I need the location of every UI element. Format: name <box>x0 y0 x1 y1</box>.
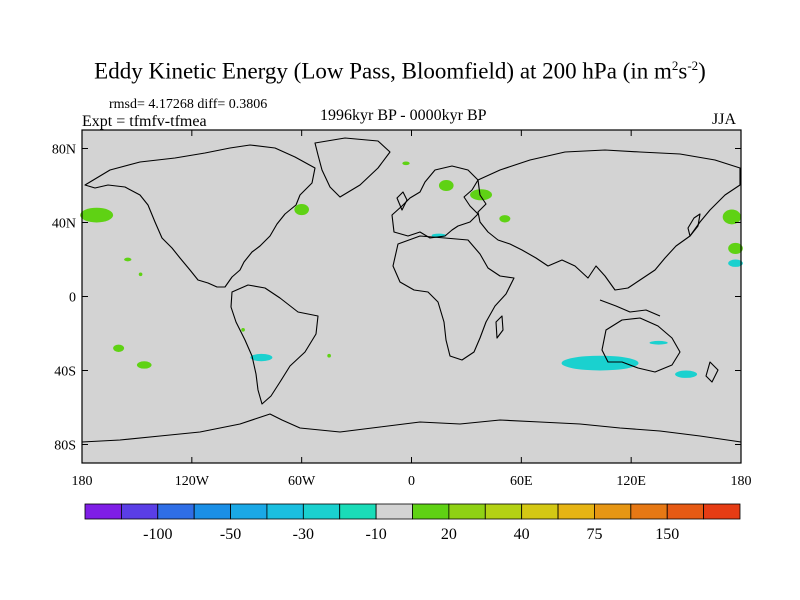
colorbar-swatch-14 <box>594 503 632 520</box>
anomaly-s-pacific-green-2 <box>136 361 152 369</box>
lat-label-40N: 40N <box>52 217 76 232</box>
colorbar-label-40: 40 <box>514 526 530 543</box>
colorbar-swatch-12 <box>521 503 559 520</box>
colorbar-swatch-8 <box>375 503 413 520</box>
anomaly-tasman-cyan <box>675 370 698 378</box>
anomaly-pacific-small-green <box>124 257 132 262</box>
lon-label-60E: 60E <box>510 474 533 489</box>
coastline-africa <box>392 235 515 361</box>
anomaly-n-america-green <box>294 204 309 216</box>
axis-tick-labels: 80N 40N 0 40S 80S 180 120W 60W 0 60E 120E 180 <box>52 143 752 490</box>
anomaly-central-asia-green <box>499 215 511 223</box>
stats-label: rmsd= 4.17268 diff= 0.3806 <box>109 97 268 112</box>
anomaly-n-pacific-east-green <box>722 209 741 225</box>
lat-label-40S: 40S <box>54 365 76 380</box>
lon-label-180: 180 <box>731 474 752 489</box>
lon-label-180: 180 <box>72 474 93 489</box>
lat-label-80S: 80S <box>54 439 76 454</box>
anomaly-n-pacific-west-green <box>80 207 114 223</box>
coastline-north-america <box>84 144 316 288</box>
colorbar-swatch-0 <box>84 503 122 520</box>
colorbar-swatch-5 <box>266 503 304 520</box>
coastline-south-america <box>230 284 319 405</box>
colorbar-labels: -100 -50 -30 -10 20 40 75 150 <box>143 526 679 543</box>
anomaly-australia-cyan-east <box>649 340 668 345</box>
anomaly-s-atlantic-green-small <box>327 353 331 358</box>
colorbar-swatch-17 <box>703 503 741 520</box>
period-label: 1996kyr BP - 0000kyr BP <box>320 107 487 124</box>
colorbar-label-20: 20 <box>441 526 457 543</box>
lon-label-60W: 60W <box>288 474 316 489</box>
colorbar-label--100: -100 <box>143 526 172 543</box>
anomaly-pacific-edge-green-east <box>728 242 743 254</box>
colorbar-swatch-10 <box>448 503 486 520</box>
coastline-uk <box>396 191 408 211</box>
anomaly-indian-ocean-cyan <box>561 355 639 371</box>
anomaly-s-pacific-green-1 <box>113 344 125 352</box>
colorbar-swatch-6 <box>302 503 341 520</box>
coastline-asia <box>477 149 741 291</box>
colorbar-swatch-9 <box>412 503 450 520</box>
coastline-japan <box>687 213 701 237</box>
coastline-indonesia <box>599 299 661 317</box>
lon-label-0: 0 <box>408 474 415 489</box>
coastline-antarctica <box>81 413 742 443</box>
map-background <box>82 130 741 463</box>
colorbar-label-150: 150 <box>655 526 679 543</box>
colorbar-swatch-1 <box>120 503 159 520</box>
axis-ticks <box>81 130 742 463</box>
colorbar-label-75: 75 <box>586 526 602 543</box>
coastline-madagascar <box>495 315 504 339</box>
colorbar-swatch-2 <box>157 503 195 520</box>
lon-label-120E: 120E <box>616 474 646 489</box>
anomaly-pacific-edge-cyan-east <box>728 259 743 267</box>
experiment-label: Expt = tfmfv-tfmea <box>82 113 207 130</box>
colorbar-label--50: -50 <box>220 526 241 543</box>
anomaly-pacific-tiny-green <box>241 327 245 332</box>
colorbar <box>84 503 741 520</box>
map-title: Eddy Kinetic Energy (Low Pass, Bloomfiel… <box>94 58 706 84</box>
colorbar-swatch-13 <box>557 503 595 520</box>
anomaly-layer <box>80 161 743 378</box>
coastline-greenland <box>314 137 391 198</box>
coastline-layer <box>81 137 742 443</box>
colorbar-swatch-11 <box>484 503 523 520</box>
colorbar-label--10: -10 <box>365 526 386 543</box>
coastline-new-zealand <box>705 361 719 383</box>
lat-label-80N: 80N <box>52 143 76 158</box>
anomaly-aleutian-green <box>470 189 493 201</box>
anomaly-pacific-small-green-2 <box>138 272 143 277</box>
season-label: JJA <box>712 111 737 128</box>
lon-label-120W: 120W <box>175 474 210 489</box>
colorbar-swatch-3 <box>193 503 231 520</box>
anomaly-arctic-green-small <box>402 161 410 166</box>
coastline-australia <box>601 317 681 373</box>
colorbar-swatch-7 <box>339 503 377 520</box>
anomaly-scandinavia-green <box>438 179 454 192</box>
colorbar-swatch-15 <box>630 503 668 520</box>
colorbar-swatch-16 <box>666 503 705 520</box>
anomaly-s-pacific-cyan <box>250 353 273 362</box>
colorbar-label--30: -30 <box>293 526 314 543</box>
colorbar-swatch-4 <box>230 503 268 520</box>
lat-label-0: 0 <box>69 291 76 306</box>
